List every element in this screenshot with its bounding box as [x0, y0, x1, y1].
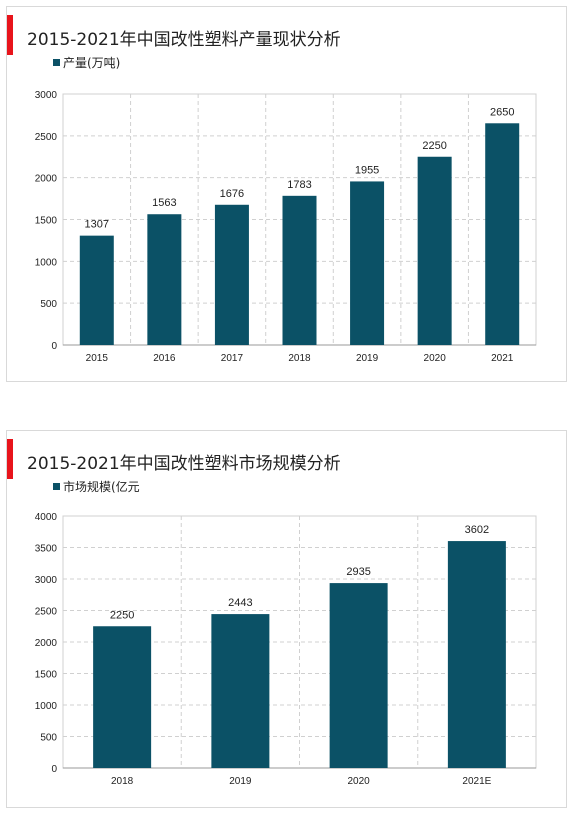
x-tick-label: 2020 [348, 776, 371, 787]
legend-label: 产量(万吨) [63, 56, 121, 70]
bar [350, 181, 385, 345]
x-tick-label: 2017 [221, 353, 244, 364]
bar [329, 583, 388, 768]
y-tick-label: 3500 [35, 544, 58, 555]
title-accent-bar [7, 439, 13, 479]
y-tick-label: 0 [51, 764, 57, 775]
bar [147, 214, 182, 345]
legend-swatch [53, 59, 60, 66]
y-tick-label: 3000 [35, 90, 58, 101]
data-label: 2650 [490, 106, 514, 118]
y-tick-label: 2000 [35, 174, 58, 185]
data-label: 3602 [465, 524, 489, 536]
data-label: 2935 [346, 566, 370, 578]
y-tick-label: 1000 [35, 701, 58, 712]
y-tick-label: 500 [40, 733, 57, 744]
y-tick-label: 2000 [35, 638, 58, 649]
bar [93, 626, 152, 768]
x-tick-label: 2019 [356, 353, 379, 364]
chart-title: 2015-2021年中国改性塑料市场规模分析 [27, 454, 341, 474]
legend-swatch [53, 483, 60, 490]
y-tick-label: 1000 [35, 257, 58, 268]
production-chart-panel: 2015-2021年中国改性塑料产量现状分析 产量(万吨) 0 500 1000 15… [6, 6, 567, 382]
market-size-bar-chart: 0 500 1000 1500 2000 2500 3000 3500 4000 2250 2018… [35, 512, 537, 787]
y-tick-label: 4000 [35, 512, 58, 523]
chart-legend: 市场规模(亿元 [53, 478, 140, 495]
title-accent-bar [7, 15, 13, 55]
x-tick-label: 2019 [229, 776, 252, 787]
data-label: 1955 [355, 164, 379, 176]
bar [211, 614, 270, 768]
data-label: 2443 [228, 597, 252, 609]
data-label: 2250 [110, 609, 134, 621]
bar [447, 541, 506, 768]
bar [417, 156, 452, 345]
bar [282, 195, 317, 345]
data-label: 1307 [85, 219, 109, 231]
data-label: 2250 [422, 140, 446, 152]
y-tick-label: 500 [40, 299, 57, 310]
y-tick-label: 2500 [35, 132, 58, 143]
legend-label: 市场规模(亿元 [63, 480, 140, 494]
data-label: 1676 [220, 188, 244, 200]
y-tick-label: 0 [51, 341, 57, 352]
x-tick-label: 2018 [288, 353, 311, 364]
data-label: 1563 [152, 197, 176, 209]
market-size-chart-panel: 2015-2021年中国改性塑料市场规模分析 市场规模(亿元 0 500 1000 1… [6, 430, 567, 808]
x-tick-label: 2020 [424, 353, 447, 364]
y-tick-label: 2500 [35, 607, 58, 618]
bar [79, 235, 114, 345]
x-tick-label: 2018 [111, 776, 134, 787]
chart-legend: 产量(万吨) [53, 54, 120, 71]
y-tick-label: 3000 [35, 575, 58, 586]
bar [485, 123, 520, 346]
x-tick-label: 2021E [462, 776, 491, 787]
data-label: 1783 [287, 179, 311, 191]
x-tick-label: 2021 [491, 353, 514, 364]
chart-title: 2015-2021年中国改性塑料产量现状分析 [27, 30, 341, 50]
y-tick-label: 1500 [35, 670, 58, 681]
x-tick-label: 2016 [153, 353, 176, 364]
bar [214, 204, 249, 345]
y-tick-label: 1500 [35, 216, 58, 227]
x-tick-label: 2015 [86, 353, 109, 364]
production-bar-chart: 0 500 1000 1500 2000 2500 3000 1307 2015 1563 2016… [35, 90, 537, 364]
